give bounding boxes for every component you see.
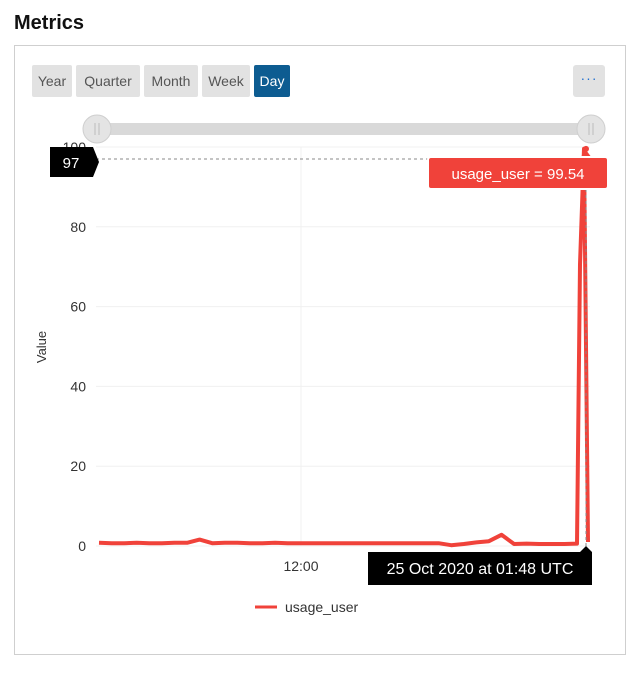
y-tick-label: 20 bbox=[70, 458, 86, 474]
tooltip-text: usage_user = 99.54 bbox=[451, 166, 584, 183]
x-axis: 12:00 bbox=[283, 558, 318, 574]
y-tick-label: 0 bbox=[78, 538, 86, 554]
y-axis: 020406080100 bbox=[63, 139, 87, 554]
range-slider-right-handle[interactable] bbox=[577, 115, 605, 143]
crosshair-time-label: 25 Oct 2020 at 01:48 UTC bbox=[368, 546, 592, 585]
series-tooltip: usage_user = 99.54 bbox=[428, 150, 608, 189]
y-axis-label: Value bbox=[34, 331, 49, 363]
chart-grid bbox=[96, 147, 590, 546]
y-tick-label: 60 bbox=[70, 299, 86, 315]
crosshair-time-value: 25 Oct 2020 at 01:48 UTC bbox=[387, 561, 574, 578]
legend-label: usage_user bbox=[285, 599, 359, 615]
legend[interactable]: usage_user bbox=[255, 599, 359, 615]
range-slider-track[interactable] bbox=[97, 123, 591, 135]
x-tick-label: 12:00 bbox=[283, 558, 318, 574]
chart-series bbox=[99, 146, 589, 545]
y-tick-label: 80 bbox=[70, 219, 86, 235]
crosshair-y-value: 97 bbox=[63, 155, 80, 172]
series-line-usage-user bbox=[99, 149, 588, 545]
crosshair-y-label: 97 bbox=[50, 147, 99, 177]
y-tick-label: 40 bbox=[70, 378, 86, 394]
range-slider-left-handle[interactable] bbox=[83, 115, 111, 143]
